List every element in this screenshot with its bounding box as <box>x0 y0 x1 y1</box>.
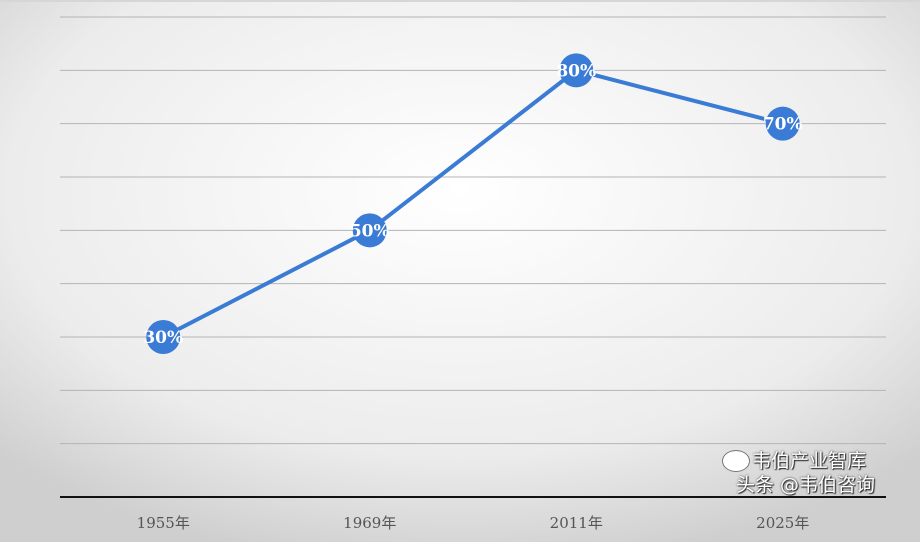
wechat-icon <box>722 450 750 472</box>
data-label: 70% <box>763 115 803 135</box>
x-tick-label: 1955年 <box>137 514 190 532</box>
x-tick-label: 2011年 <box>550 514 603 532</box>
data-label: 30% <box>143 328 183 348</box>
data-point <box>559 53 594 88</box>
data-point <box>352 213 387 248</box>
watermark-line1: 韦伯产业智库 <box>752 450 867 472</box>
data-label: 80% <box>556 61 596 81</box>
data-point <box>765 106 800 141</box>
data-point <box>146 320 181 354</box>
x-tick-label: 2025年 <box>756 514 809 532</box>
data-label: 50% <box>350 221 390 241</box>
series-line <box>162 68 784 339</box>
x-tick-label: 1969年 <box>343 514 396 532</box>
watermark-line2: 头条 @韦伯咨询 <box>736 474 876 496</box>
